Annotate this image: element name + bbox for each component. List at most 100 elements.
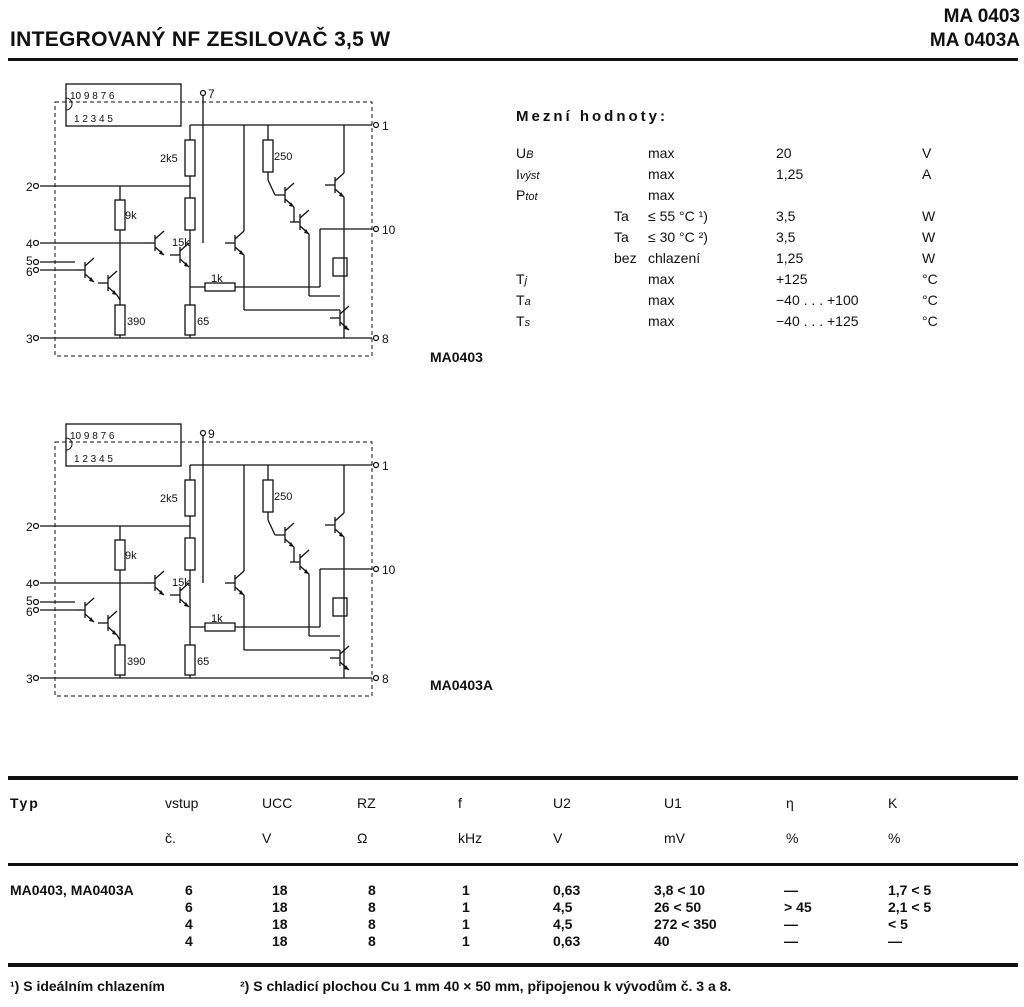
wire (267, 179, 276, 196)
package-notch (65, 97, 73, 111)
pin-terminal (372, 121, 380, 129)
transistor (170, 582, 190, 608)
transistor (145, 570, 165, 596)
wire (84, 257, 95, 267)
package-top-pins: 10 9 8 7 6 (70, 91, 115, 102)
limit-value: 1,25 (776, 166, 804, 182)
resistor (262, 479, 274, 513)
pin-label: 5 (26, 254, 33, 268)
limit-symbol: Tj (516, 271, 527, 287)
pin-terminal (32, 674, 40, 682)
column-header: η (786, 795, 794, 811)
symbol: I (516, 166, 520, 182)
emitter-arrow (239, 250, 244, 255)
resistor-label: 65 (197, 316, 209, 328)
schematic-ma0403a: 10 9 8 7 6 1 2 3 4 5 1 3 8 9 2 9k 2k5 15k 4 56 390 65… (26, 423, 493, 697)
table-header-rule (8, 863, 1018, 866)
column-unit: V (262, 830, 272, 846)
wire (334, 512, 345, 522)
table-cell: 3,8 < 10 (654, 882, 705, 898)
pin-label: 9 (208, 427, 215, 441)
wire (284, 182, 295, 192)
limits-heading: Mezní hodnoty: (516, 108, 668, 125)
resistor-label: 2k5 (160, 493, 178, 505)
table-cell: 18 (272, 933, 288, 949)
pin-label: 1 (382, 459, 389, 473)
column-header: U1 (664, 795, 682, 811)
resistor (184, 139, 196, 177)
pin-terminal (32, 579, 40, 587)
emitter-arrow (89, 617, 94, 622)
table-cell: 8 (368, 933, 376, 949)
table-cell: — (888, 933, 902, 949)
column-unit: č. (165, 830, 176, 846)
symbol-subscript: s (524, 317, 531, 329)
package-bottom-pins: 1 2 3 4 5 (74, 454, 113, 465)
limit-symbol: Ivýst (516, 166, 539, 182)
resistor (262, 139, 274, 173)
emitter-arrow (344, 665, 349, 670)
transistor (325, 512, 345, 538)
ic-package (65, 423, 182, 467)
table-cell: — (784, 882, 798, 898)
resistor-label: 15k (172, 237, 190, 249)
table-cell: — (784, 916, 798, 932)
pin-terminal (372, 225, 380, 233)
pin-label: 6 (26, 265, 33, 279)
limit-value: 3,5 (776, 208, 796, 224)
pin-terminal (32, 334, 40, 342)
resistor (204, 282, 236, 292)
table-cell: 1 (462, 899, 470, 915)
table-cell: 6 (185, 882, 193, 898)
transistor (290, 209, 310, 235)
transistor (330, 305, 350, 331)
wire (116, 294, 121, 301)
resistor (184, 479, 196, 517)
limit-condition: max (648, 313, 675, 329)
pin-terminal (32, 266, 40, 274)
wire (116, 634, 121, 641)
emitter-arrow (344, 325, 349, 330)
wire (334, 172, 345, 182)
limit-value: +125 (776, 271, 808, 287)
pin-label: 3 (26, 332, 33, 346)
column-unit: % (888, 830, 901, 846)
symbol-subscript: j (524, 275, 528, 287)
pin-label: 2 (26, 520, 33, 534)
limit-unit: V (922, 145, 932, 161)
emitter-arrow (112, 290, 117, 295)
package-notch (65, 437, 73, 451)
table-cell: 4,5 (553, 899, 573, 915)
table-bottom-rule (8, 963, 1018, 967)
symbol-subscript: a (524, 296, 531, 308)
limit-unit: W (922, 208, 936, 224)
transistor (98, 610, 118, 636)
wire (299, 209, 310, 219)
diode-block (332, 597, 348, 617)
emitter-arrow (112, 630, 117, 635)
table-cell: 0,63 (553, 933, 581, 949)
schematic-ma0403: 10 9 8 7 6 1 2 3 4 5 1 3 8 7 2 9k 2k5 15k 4 56 390 65… (26, 83, 483, 365)
limit-value: −40 . . . +125 (776, 313, 859, 329)
resistor (184, 537, 196, 571)
wire (299, 549, 310, 559)
table-cell: > 45 (784, 899, 812, 915)
wire (107, 610, 118, 620)
column-unit: V (553, 830, 563, 846)
limit-condition: ≤ 55 °C ¹) (648, 208, 708, 224)
resistor (114, 304, 126, 336)
limit-condition: max (648, 145, 675, 161)
transistor (325, 172, 345, 198)
table-cell: 1,7 < 5 (888, 882, 932, 898)
pin-terminal (32, 182, 40, 190)
model-number: MA 0403A (929, 30, 1020, 51)
table-cell: 0,63 (553, 882, 581, 898)
limit-condition-prefix: bez (614, 250, 637, 266)
symbol: T (516, 271, 525, 287)
limit-symbol: Ptot (516, 187, 538, 203)
transistor (75, 257, 95, 283)
column-header: f (458, 795, 462, 811)
table-cell: 8 (368, 899, 376, 915)
transistor (170, 242, 190, 268)
column-header: K (888, 795, 898, 811)
